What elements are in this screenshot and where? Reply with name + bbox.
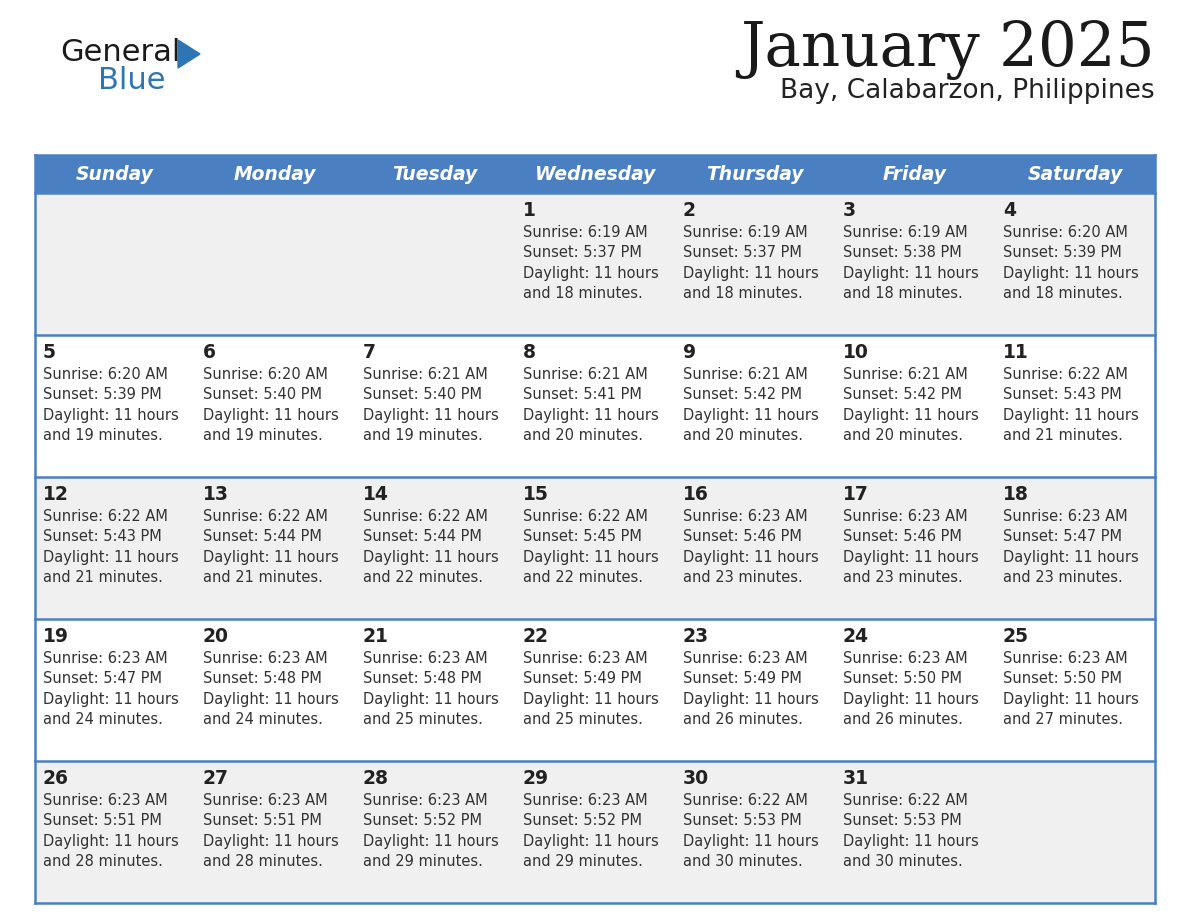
Text: Sunrise: 6:23 AM
Sunset: 5:50 PM
Daylight: 11 hours
and 27 minutes.: Sunrise: 6:23 AM Sunset: 5:50 PM Dayligh… bbox=[1003, 651, 1139, 727]
Text: Sunrise: 6:23 AM
Sunset: 5:46 PM
Daylight: 11 hours
and 23 minutes.: Sunrise: 6:23 AM Sunset: 5:46 PM Dayligh… bbox=[843, 509, 979, 585]
Text: 5: 5 bbox=[43, 343, 56, 362]
Text: 29: 29 bbox=[523, 769, 549, 788]
Text: 20: 20 bbox=[203, 627, 229, 646]
Text: Sunday: Sunday bbox=[76, 164, 154, 184]
Text: Bay, Calabarzon, Philippines: Bay, Calabarzon, Philippines bbox=[781, 78, 1155, 104]
Text: Sunrise: 6:23 AM
Sunset: 5:52 PM
Daylight: 11 hours
and 29 minutes.: Sunrise: 6:23 AM Sunset: 5:52 PM Dayligh… bbox=[523, 793, 659, 869]
Text: Sunrise: 6:22 AM
Sunset: 5:43 PM
Daylight: 11 hours
and 21 minutes.: Sunrise: 6:22 AM Sunset: 5:43 PM Dayligh… bbox=[1003, 367, 1139, 443]
Text: 12: 12 bbox=[43, 485, 69, 504]
Text: Sunrise: 6:20 AM
Sunset: 5:40 PM
Daylight: 11 hours
and 19 minutes.: Sunrise: 6:20 AM Sunset: 5:40 PM Dayligh… bbox=[203, 367, 339, 443]
Text: 11: 11 bbox=[1003, 343, 1029, 362]
Text: 2: 2 bbox=[683, 201, 696, 220]
Bar bbox=[195, 155, 355, 193]
Text: Tuesday: Tuesday bbox=[392, 164, 478, 184]
Text: 10: 10 bbox=[843, 343, 868, 362]
Text: 25: 25 bbox=[1003, 627, 1029, 646]
Text: Sunrise: 6:22 AM
Sunset: 5:44 PM
Daylight: 11 hours
and 21 minutes.: Sunrise: 6:22 AM Sunset: 5:44 PM Dayligh… bbox=[203, 509, 339, 585]
Text: Sunrise: 6:22 AM
Sunset: 5:53 PM
Daylight: 11 hours
and 30 minutes.: Sunrise: 6:22 AM Sunset: 5:53 PM Dayligh… bbox=[843, 793, 979, 869]
Bar bbox=[34, 761, 1155, 903]
Text: Sunrise: 6:23 AM
Sunset: 5:47 PM
Daylight: 11 hours
and 24 minutes.: Sunrise: 6:23 AM Sunset: 5:47 PM Dayligh… bbox=[43, 651, 178, 727]
Text: 24: 24 bbox=[843, 627, 868, 646]
Text: 28: 28 bbox=[364, 769, 388, 788]
Text: Sunrise: 6:22 AM
Sunset: 5:44 PM
Daylight: 11 hours
and 22 minutes.: Sunrise: 6:22 AM Sunset: 5:44 PM Dayligh… bbox=[364, 509, 499, 585]
Text: General: General bbox=[61, 38, 181, 67]
Text: 6: 6 bbox=[203, 343, 216, 362]
Text: 26: 26 bbox=[43, 769, 69, 788]
Text: 8: 8 bbox=[523, 343, 536, 362]
Text: 14: 14 bbox=[364, 485, 388, 504]
Text: 1: 1 bbox=[523, 201, 536, 220]
Text: Friday: Friday bbox=[883, 164, 947, 184]
Bar bbox=[675, 155, 835, 193]
Text: Sunrise: 6:21 AM
Sunset: 5:41 PM
Daylight: 11 hours
and 20 minutes.: Sunrise: 6:21 AM Sunset: 5:41 PM Dayligh… bbox=[523, 367, 659, 443]
Text: 30: 30 bbox=[683, 769, 709, 788]
Text: 21: 21 bbox=[364, 627, 388, 646]
Text: Sunrise: 6:22 AM
Sunset: 5:43 PM
Daylight: 11 hours
and 21 minutes.: Sunrise: 6:22 AM Sunset: 5:43 PM Dayligh… bbox=[43, 509, 178, 585]
Polygon shape bbox=[178, 40, 200, 68]
Text: Sunrise: 6:23 AM
Sunset: 5:46 PM
Daylight: 11 hours
and 23 minutes.: Sunrise: 6:23 AM Sunset: 5:46 PM Dayligh… bbox=[683, 509, 819, 585]
Text: Sunrise: 6:20 AM
Sunset: 5:39 PM
Daylight: 11 hours
and 19 minutes.: Sunrise: 6:20 AM Sunset: 5:39 PM Dayligh… bbox=[43, 367, 178, 443]
Text: Sunrise: 6:23 AM
Sunset: 5:52 PM
Daylight: 11 hours
and 29 minutes.: Sunrise: 6:23 AM Sunset: 5:52 PM Dayligh… bbox=[364, 793, 499, 869]
Text: Sunrise: 6:19 AM
Sunset: 5:37 PM
Daylight: 11 hours
and 18 minutes.: Sunrise: 6:19 AM Sunset: 5:37 PM Dayligh… bbox=[683, 225, 819, 301]
Text: Thursday: Thursday bbox=[706, 164, 804, 184]
Text: 19: 19 bbox=[43, 627, 69, 646]
Text: Sunrise: 6:23 AM
Sunset: 5:50 PM
Daylight: 11 hours
and 26 minutes.: Sunrise: 6:23 AM Sunset: 5:50 PM Dayligh… bbox=[843, 651, 979, 727]
Text: Blue: Blue bbox=[97, 66, 165, 95]
Text: 18: 18 bbox=[1003, 485, 1029, 504]
Bar bbox=[355, 155, 516, 193]
Text: 27: 27 bbox=[203, 769, 229, 788]
Text: Sunrise: 6:23 AM
Sunset: 5:49 PM
Daylight: 11 hours
and 25 minutes.: Sunrise: 6:23 AM Sunset: 5:49 PM Dayligh… bbox=[523, 651, 659, 727]
Text: Sunrise: 6:22 AM
Sunset: 5:45 PM
Daylight: 11 hours
and 22 minutes.: Sunrise: 6:22 AM Sunset: 5:45 PM Dayligh… bbox=[523, 509, 659, 585]
Bar bbox=[34, 477, 1155, 619]
Text: Sunrise: 6:23 AM
Sunset: 5:51 PM
Daylight: 11 hours
and 28 minutes.: Sunrise: 6:23 AM Sunset: 5:51 PM Dayligh… bbox=[203, 793, 339, 869]
Text: 16: 16 bbox=[683, 485, 709, 504]
Bar bbox=[835, 155, 996, 193]
Text: Sunrise: 6:20 AM
Sunset: 5:39 PM
Daylight: 11 hours
and 18 minutes.: Sunrise: 6:20 AM Sunset: 5:39 PM Dayligh… bbox=[1003, 225, 1139, 301]
Bar bbox=[996, 155, 1155, 193]
Text: 23: 23 bbox=[683, 627, 709, 646]
Text: 4: 4 bbox=[1003, 201, 1016, 220]
Text: Sunrise: 6:19 AM
Sunset: 5:38 PM
Daylight: 11 hours
and 18 minutes.: Sunrise: 6:19 AM Sunset: 5:38 PM Dayligh… bbox=[843, 225, 979, 301]
Text: Sunrise: 6:23 AM
Sunset: 5:51 PM
Daylight: 11 hours
and 28 minutes.: Sunrise: 6:23 AM Sunset: 5:51 PM Dayligh… bbox=[43, 793, 178, 869]
Text: 3: 3 bbox=[843, 201, 857, 220]
Text: Sunrise: 6:21 AM
Sunset: 5:40 PM
Daylight: 11 hours
and 19 minutes.: Sunrise: 6:21 AM Sunset: 5:40 PM Dayligh… bbox=[364, 367, 499, 443]
Text: Saturday: Saturday bbox=[1028, 164, 1123, 184]
Text: January 2025: January 2025 bbox=[740, 20, 1155, 80]
Text: Monday: Monday bbox=[234, 164, 316, 184]
Bar bbox=[34, 619, 1155, 761]
Text: 7: 7 bbox=[364, 343, 375, 362]
Text: Sunrise: 6:23 AM
Sunset: 5:48 PM
Daylight: 11 hours
and 25 minutes.: Sunrise: 6:23 AM Sunset: 5:48 PM Dayligh… bbox=[364, 651, 499, 727]
Text: Sunrise: 6:23 AM
Sunset: 5:49 PM
Daylight: 11 hours
and 26 minutes.: Sunrise: 6:23 AM Sunset: 5:49 PM Dayligh… bbox=[683, 651, 819, 727]
Text: Sunrise: 6:21 AM
Sunset: 5:42 PM
Daylight: 11 hours
and 20 minutes.: Sunrise: 6:21 AM Sunset: 5:42 PM Dayligh… bbox=[843, 367, 979, 443]
Text: 22: 22 bbox=[523, 627, 549, 646]
Bar bbox=[34, 155, 195, 193]
Text: Sunrise: 6:21 AM
Sunset: 5:42 PM
Daylight: 11 hours
and 20 minutes.: Sunrise: 6:21 AM Sunset: 5:42 PM Dayligh… bbox=[683, 367, 819, 443]
Text: Sunrise: 6:22 AM
Sunset: 5:53 PM
Daylight: 11 hours
and 30 minutes.: Sunrise: 6:22 AM Sunset: 5:53 PM Dayligh… bbox=[683, 793, 819, 869]
Bar bbox=[34, 335, 1155, 477]
Text: 13: 13 bbox=[203, 485, 229, 504]
Text: 17: 17 bbox=[843, 485, 868, 504]
Bar bbox=[34, 193, 1155, 335]
Text: Sunrise: 6:23 AM
Sunset: 5:47 PM
Daylight: 11 hours
and 23 minutes.: Sunrise: 6:23 AM Sunset: 5:47 PM Dayligh… bbox=[1003, 509, 1139, 585]
Text: Sunrise: 6:19 AM
Sunset: 5:37 PM
Daylight: 11 hours
and 18 minutes.: Sunrise: 6:19 AM Sunset: 5:37 PM Dayligh… bbox=[523, 225, 659, 301]
Text: Wednesday: Wednesday bbox=[535, 164, 656, 184]
Text: 9: 9 bbox=[683, 343, 696, 362]
Text: 31: 31 bbox=[843, 769, 868, 788]
Text: 15: 15 bbox=[523, 485, 549, 504]
Text: Sunrise: 6:23 AM
Sunset: 5:48 PM
Daylight: 11 hours
and 24 minutes.: Sunrise: 6:23 AM Sunset: 5:48 PM Dayligh… bbox=[203, 651, 339, 727]
Bar bbox=[516, 155, 675, 193]
